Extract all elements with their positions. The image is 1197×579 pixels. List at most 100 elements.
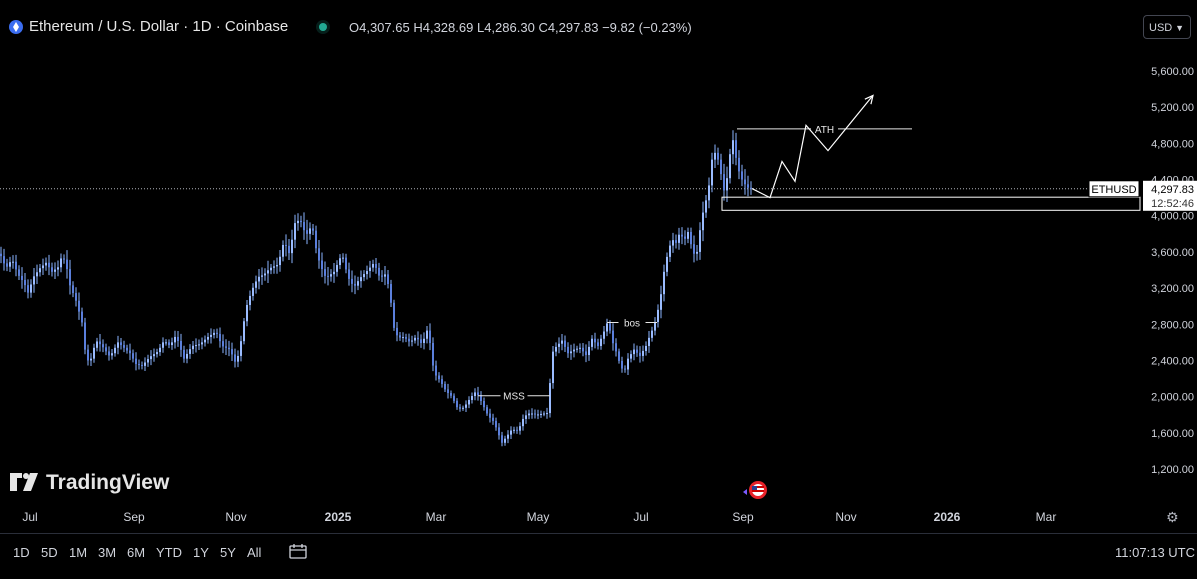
settings-gear-icon[interactable]: ⚙ <box>1166 509 1179 525</box>
candle-body <box>549 383 551 414</box>
tradingview-logo-icon <box>10 473 40 491</box>
bottom-toolbar: 1D 5D 1M 3M 6M YTD 1Y 5Y All 11:07:13 UT… <box>0 533 1197 570</box>
candle-body <box>618 351 620 361</box>
candle-body <box>498 427 500 436</box>
candle-body <box>132 353 134 359</box>
utc-clock[interactable]: 11:07:13 UTC <box>1115 545 1195 560</box>
candle-body <box>666 256 668 272</box>
candle-body <box>624 368 626 370</box>
high-value: H4,328.69 <box>413 20 474 35</box>
candle-body <box>387 274 389 285</box>
candle-body <box>516 429 518 431</box>
candle-body <box>630 354 632 359</box>
projection-arrowhead <box>864 94 874 105</box>
timeframe-6m-button[interactable]: 6M <box>127 545 146 560</box>
candle-body <box>399 335 401 338</box>
candle-body <box>84 322 86 350</box>
candle-body <box>210 334 212 337</box>
candle-body <box>381 275 383 277</box>
candle-body <box>147 359 149 363</box>
timeframe-1y-button[interactable]: 1Y <box>193 545 209 560</box>
timeframe-5d-button[interactable]: 5D <box>41 545 58 560</box>
candle-body <box>252 287 254 296</box>
candle-body <box>174 336 176 343</box>
candle-body <box>615 343 617 352</box>
candle-body <box>309 228 311 234</box>
candle-body <box>48 262 50 268</box>
candle-body <box>54 269 56 272</box>
candle-body <box>690 232 692 245</box>
x-tick-label: Mar <box>426 510 447 524</box>
candle-body <box>408 338 410 342</box>
candle-body <box>138 364 140 366</box>
candle-body <box>3 256 5 264</box>
currency-selector[interactable]: USD ▼ <box>1143 15 1191 39</box>
symbol-title[interactable]: Ethereum / U.S. Dollar · 1D · Coinbase <box>29 18 289 35</box>
timeframe-3m-button[interactable]: 3M <box>98 545 117 560</box>
timeframe-5y-button[interactable]: 5Y <box>220 545 236 560</box>
timeframe-all-button[interactable]: All <box>247 545 262 560</box>
y-tick-label: 4,000.00 <box>1151 211 1194 223</box>
candle-body <box>222 341 224 347</box>
candle-body <box>189 349 191 354</box>
candle-body <box>333 271 335 275</box>
candle-body <box>585 351 587 356</box>
candle-body <box>402 337 404 339</box>
candle-body <box>81 311 83 323</box>
candle-body <box>186 353 188 359</box>
candle-body <box>30 284 32 293</box>
candle-body <box>735 140 737 158</box>
candle-body <box>504 438 506 443</box>
us-flag-event-icon[interactable] <box>741 480 771 500</box>
annotation-label-bg <box>618 315 646 329</box>
candle-body <box>117 342 119 348</box>
candle-body <box>357 281 359 286</box>
candle-body <box>681 234 683 237</box>
market-status-icon <box>319 23 327 31</box>
candle-body <box>63 258 65 260</box>
candle-body <box>9 262 11 267</box>
candle-body <box>330 274 332 277</box>
candle-body <box>468 399 470 405</box>
candle-body <box>18 269 20 276</box>
x-tick-label: Nov <box>835 510 856 524</box>
candle-body <box>699 230 701 252</box>
annotation-label: ATH <box>815 125 834 136</box>
x-tick-label: 2025 <box>325 510 352 524</box>
candle-body <box>627 358 629 370</box>
candle-body <box>420 339 422 343</box>
timeframe-1d-button[interactable]: 1D <box>13 545 30 560</box>
timeframe-1m-button[interactable]: 1M <box>69 545 88 560</box>
candle-body <box>723 174 725 191</box>
candle-body <box>537 414 539 416</box>
candle-body <box>528 413 530 416</box>
candle-body <box>75 293 77 301</box>
y-tick-label: 2,000.00 <box>1151 392 1194 404</box>
x-tick-label: Jul <box>22 510 37 524</box>
candle-body <box>519 426 521 431</box>
candle-body <box>738 157 740 172</box>
projection-path <box>751 95 874 199</box>
candle-body <box>612 330 614 344</box>
y-tick-label: 3,200.00 <box>1151 283 1194 295</box>
candle-body <box>120 342 122 346</box>
candle-body <box>0 253 2 257</box>
ethereum-icon[interactable] <box>9 20 23 34</box>
candle-body <box>156 352 158 355</box>
candle-body <box>417 337 419 340</box>
y-tick-label: 5,600.00 <box>1151 66 1194 78</box>
candle-body <box>390 284 392 303</box>
symbol-tag-label: ETHUSD <box>1091 184 1136 196</box>
candle-body <box>171 342 173 346</box>
candle-body <box>225 346 227 348</box>
date-range-calendar-icon[interactable] <box>289 543 307 559</box>
candle-body <box>453 395 455 401</box>
candle-body <box>204 339 206 343</box>
last-price-label: 4,297.83 <box>1151 184 1194 196</box>
timeframe-ytd-button[interactable]: YTD <box>156 545 182 560</box>
candle-body <box>576 348 578 350</box>
candle-body <box>429 330 431 343</box>
candle-body <box>57 267 59 270</box>
annotation-label: bos <box>624 318 640 329</box>
price-chart[interactable]: 5,600.005,200.004,800.004,400.004,000.00… <box>0 0 1197 533</box>
